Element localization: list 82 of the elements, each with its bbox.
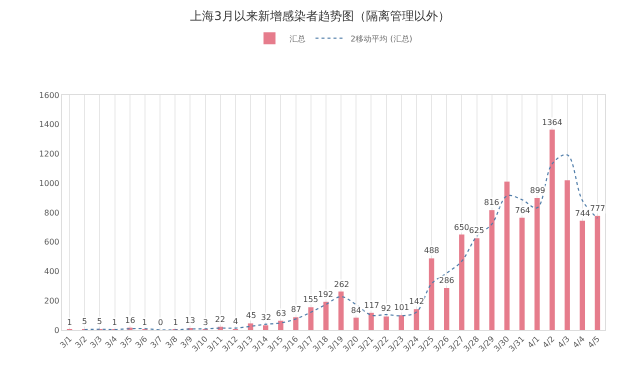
data-label: 650 xyxy=(454,223,470,232)
bar xyxy=(278,320,284,330)
chart-title: 上海3月以来新增感染者趋势图（隔离管理以外） xyxy=(190,8,450,23)
y-tick-label: 200 xyxy=(44,296,60,306)
data-label: 1 xyxy=(173,318,178,327)
x-tick-label: 4/1 xyxy=(526,334,542,350)
data-label: 155 xyxy=(303,295,318,304)
x-tick-label: 3/1 xyxy=(58,334,74,350)
data-label: 4 xyxy=(233,317,238,326)
y-tick-label: 1000 xyxy=(39,178,60,188)
bar xyxy=(459,234,464,330)
y-tick-label: 400 xyxy=(44,267,60,276)
bar xyxy=(353,318,359,330)
bar xyxy=(368,312,374,330)
data-label: 488 xyxy=(424,246,440,255)
data-label: 1 xyxy=(67,318,72,327)
y-tick-label: 1400 xyxy=(39,120,60,130)
data-label: 32 xyxy=(261,313,272,322)
data-label: 5 xyxy=(82,317,88,326)
x-tick-label: 3/6 xyxy=(134,334,150,350)
x-tick-label: 3/5 xyxy=(118,334,134,350)
data-label: 92 xyxy=(381,304,392,313)
data-label: 63 xyxy=(276,309,286,318)
bar xyxy=(308,307,314,330)
data-label: 87 xyxy=(291,305,302,314)
data-label: 84 xyxy=(351,306,362,315)
bar xyxy=(564,180,570,330)
x-tick-label: 4/3 xyxy=(556,334,572,350)
bar xyxy=(534,198,540,330)
legend-label: 2移动平均 (汇总) xyxy=(350,34,412,44)
data-label: 1364 xyxy=(542,118,562,127)
bar xyxy=(489,210,495,330)
data-label: 117 xyxy=(364,301,380,310)
data-label: 101 xyxy=(394,303,410,312)
data-label: 777 xyxy=(590,204,606,213)
bar xyxy=(444,288,450,330)
data-label: 286 xyxy=(439,276,454,285)
x-tick-label: 4/4 xyxy=(571,334,587,350)
x-tick-label: 3/8 xyxy=(164,334,180,350)
bar xyxy=(580,220,586,330)
data-label: 262 xyxy=(334,280,350,289)
x-tick-label: 3/7 xyxy=(148,334,164,350)
x-tick-label: 3/2 xyxy=(73,334,89,350)
data-label: 192 xyxy=(318,290,334,299)
bar xyxy=(323,302,329,330)
x-tick-label: 4/5 xyxy=(586,334,602,350)
bar xyxy=(550,130,555,330)
data-label: 816 xyxy=(484,198,500,207)
bar xyxy=(504,182,510,330)
bar xyxy=(474,238,480,330)
x-tick-label: 3/4 xyxy=(104,334,120,350)
y-tick-label: 1200 xyxy=(39,150,60,159)
data-label: 0 xyxy=(158,318,164,327)
bar xyxy=(262,325,268,330)
bar xyxy=(594,216,600,330)
data-label: 5 xyxy=(97,317,102,326)
data-label: 1 xyxy=(112,318,118,327)
data-label: 744 xyxy=(575,209,590,218)
data-label: 142 xyxy=(409,297,424,306)
data-label: 625 xyxy=(469,226,484,235)
y-tick-label: 0 xyxy=(54,326,60,335)
bar xyxy=(398,315,404,330)
data-label: 764 xyxy=(515,206,530,215)
data-label: 13 xyxy=(185,316,196,325)
y-tick-label: 800 xyxy=(44,208,60,218)
data-label: 1 xyxy=(142,318,148,327)
data-label: 16 xyxy=(125,316,136,325)
y-tick-label: 600 xyxy=(44,238,60,247)
legend-label: 汇总 xyxy=(290,34,306,44)
bar xyxy=(414,309,420,330)
data-label: 899 xyxy=(530,186,546,195)
bar xyxy=(293,317,298,330)
x-tick-label: 4/2 xyxy=(540,334,556,350)
bar xyxy=(338,292,344,330)
x-tick-label: 3/3 xyxy=(88,334,104,350)
data-label: 45 xyxy=(246,311,256,320)
bar xyxy=(519,218,525,330)
data-label: 22 xyxy=(215,315,226,324)
bar xyxy=(428,258,434,330)
bar xyxy=(384,316,389,330)
y-tick-label: 1600 xyxy=(39,90,60,100)
data-label: 3 xyxy=(203,318,208,327)
